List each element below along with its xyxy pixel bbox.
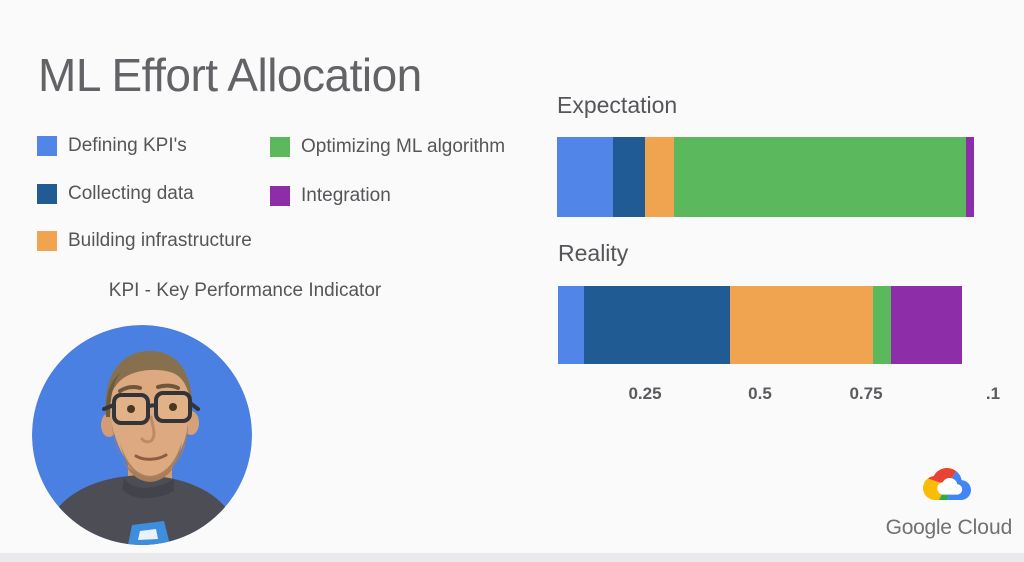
x-axis-tick-0-25: 0.25 — [628, 384, 662, 403]
presenter-avatar — [32, 325, 252, 545]
kpi-definition-note: KPI - Key Performance Indicator — [108, 280, 382, 301]
bar-segment-optimizing-ml-algorithm — [873, 286, 892, 364]
bar-segment-collecting-data — [584, 286, 730, 364]
reality-stacked-bar — [558, 286, 962, 364]
legend-swatch-collecting-data — [37, 184, 57, 204]
legend-item-building-infrastructure: Building infrastructure — [37, 230, 252, 252]
brand-google-text: Google — [885, 516, 952, 539]
google-cloud-logo-icon — [923, 467, 971, 500]
legend-label: Collecting data — [68, 183, 194, 204]
legend-label: Optimizing ML algorithm — [301, 136, 506, 157]
expectation-stacked-bar — [557, 137, 974, 217]
legend-item-integration: Integration — [270, 185, 391, 207]
legend-label: Building infrastructure — [68, 230, 252, 251]
google-cloud-wordmark: Google Cloud — [876, 516, 1022, 540]
legend-item-optimizing-ml-algorithm: Optimizing ML algorithm — [270, 136, 505, 158]
chart-title-reality: Reality — [558, 240, 629, 266]
x-axis-tick-1: .1 — [985, 384, 1001, 403]
x-axis: 0.25 0.5 0.75 .1 — [558, 384, 1008, 406]
x-axis-tick-0-75: 0.75 — [849, 384, 883, 403]
x-axis-tick-0-5: 0.5 — [748, 384, 772, 403]
bar-segment-optimizing-ml-algorithm — [673, 137, 966, 217]
legend-label: Integration — [301, 185, 391, 206]
bar-segment-building-infrastructure — [644, 137, 674, 217]
legend-swatch-integration — [270, 186, 290, 206]
legend-item-defining-kpi-s: Defining KPI's — [37, 135, 187, 157]
bar-segment-integration — [891, 286, 962, 364]
page-title: ML Effort Allocation — [38, 49, 422, 101]
bar-segment-defining-kpi-s — [557, 137, 614, 217]
bar-segment-integration — [965, 137, 974, 217]
bar-segment-defining-kpi-s — [558, 286, 585, 364]
chart-title-expectation: Expectation — [557, 92, 678, 118]
brand-cloud-text: Cloud — [957, 516, 1013, 539]
legend-swatch-defining-kpi-s — [37, 136, 57, 156]
bar-segment-collecting-data — [613, 137, 645, 217]
legend-swatch-optimizing-ml-algorithm — [270, 137, 290, 157]
bar-segment-building-infrastructure — [729, 286, 874, 364]
letterbox-strip — [0, 553, 1024, 562]
legend-swatch-building-infrastructure — [37, 231, 57, 251]
legend-item-collecting-data: Collecting data — [37, 183, 194, 205]
legend-label: Defining KPI's — [68, 135, 187, 156]
presenter-headshot-illustration — [32, 325, 252, 545]
